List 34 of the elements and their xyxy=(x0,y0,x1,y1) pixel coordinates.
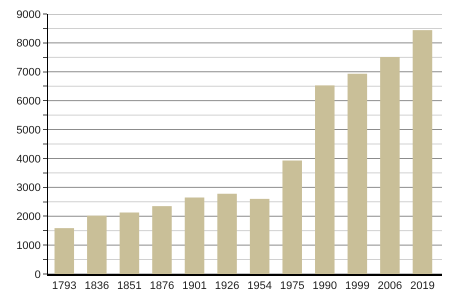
x-tick-label: 1999 xyxy=(345,280,370,292)
bar xyxy=(54,228,74,274)
bar xyxy=(250,198,270,274)
y-tick-label: 8000 xyxy=(16,38,41,50)
x-tick-label: 1926 xyxy=(214,280,240,292)
x-tick-label: 1954 xyxy=(247,280,272,292)
x-tick-label: 2019 xyxy=(410,280,435,292)
bar xyxy=(87,216,107,274)
y-tick-label: 1000 xyxy=(16,240,41,252)
bar xyxy=(380,57,400,274)
bar xyxy=(120,212,140,274)
x-tick-label: 1990 xyxy=(312,280,338,292)
bar xyxy=(315,85,335,274)
bar xyxy=(152,206,172,274)
bar xyxy=(348,74,368,274)
x-tick-label: 1901 xyxy=(182,280,207,292)
x-tick-label: 2006 xyxy=(378,280,402,292)
y-tick-label: 0 xyxy=(34,268,41,281)
bar xyxy=(217,194,237,274)
x-tick-label: 1876 xyxy=(150,280,174,292)
x-tick-label: 1836 xyxy=(84,280,110,292)
y-tick-label: 9000 xyxy=(16,8,41,21)
y-tick-label: 4000 xyxy=(16,153,41,166)
y-tick-label: 7000 xyxy=(16,66,41,79)
bar xyxy=(412,30,432,274)
y-tick-label: 3000 xyxy=(16,182,41,194)
x-tick-label: 1975 xyxy=(280,280,304,292)
y-tick-label: 2000 xyxy=(16,211,41,224)
bar xyxy=(282,160,302,274)
x-tick-label: 1851 xyxy=(117,280,142,292)
x-tick-label: 1793 xyxy=(52,280,77,292)
y-tick-label: 5000 xyxy=(16,124,41,136)
y-tick-label: 6000 xyxy=(16,96,41,108)
bar xyxy=(184,197,204,274)
